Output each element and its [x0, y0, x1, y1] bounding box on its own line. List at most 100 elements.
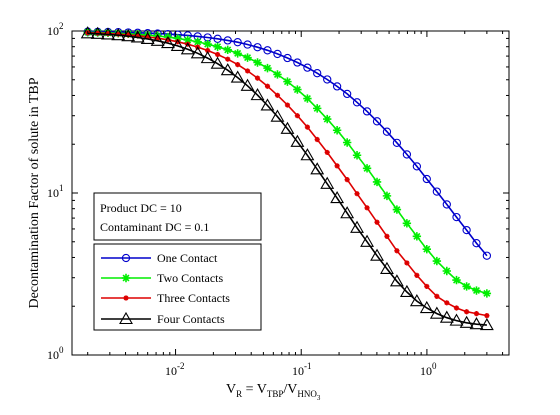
- data-point: [330, 190, 345, 204]
- data-point: [121, 29, 136, 42]
- data-point: [429, 306, 444, 319]
- data-point: [190, 46, 205, 59]
- data-point: [422, 244, 431, 254]
- data-point: [119, 311, 133, 325]
- legend-label: Three Contacts: [157, 291, 230, 305]
- data-point: [80, 26, 95, 39]
- data-point: [442, 200, 451, 209]
- data-point: [303, 94, 312, 103]
- data-point: [432, 256, 442, 266]
- data-point: [464, 309, 470, 315]
- data-point: [130, 30, 145, 43]
- data-point: [469, 317, 484, 330]
- data-point: [140, 31, 155, 45]
- data-point: [223, 45, 232, 55]
- data-point: [200, 51, 215, 64]
- data-point: [402, 219, 412, 228]
- data-point: [170, 38, 185, 51]
- legend: One Contact Two Contacts Three Contacts …: [93, 243, 262, 331]
- data-point: [210, 56, 225, 69]
- y-axis-label: Decontamination Factor of solute in TBP: [27, 77, 42, 308]
- data-point: [354, 191, 360, 197]
- data-point: [243, 53, 252, 62]
- data-point: [123, 295, 129, 301]
- data-point: [273, 49, 282, 59]
- data-point: [183, 35, 192, 45]
- data-point: [264, 83, 271, 89]
- y-tick-labels: 100 101 102: [47, 21, 64, 362]
- data-point: [283, 53, 292, 63]
- data-point: [101, 27, 115, 40]
- data-point: [340, 206, 355, 219]
- x-tick-labels: 10-2 10-1 100: [165, 361, 437, 378]
- data-point: [462, 282, 471, 291]
- data-point: [173, 34, 182, 43]
- data-point: [384, 233, 390, 239]
- data-point: [260, 98, 275, 111]
- data-point: [280, 121, 295, 134]
- data-point: [334, 163, 340, 169]
- data-point: [343, 89, 352, 99]
- data-point: [284, 102, 291, 108]
- data-point: [432, 187, 442, 196]
- legend-label: Four Contacts: [157, 312, 225, 326]
- data-point: [399, 284, 414, 298]
- x-tick-label: 100: [420, 361, 437, 378]
- data-point: [332, 126, 342, 135]
- data-point: [462, 225, 471, 235]
- data-point: [115, 31, 121, 37]
- data-point: [230, 70, 245, 83]
- legend-label: Two Contacts: [157, 271, 223, 285]
- data-point: [444, 300, 450, 306]
- data-point: [472, 286, 481, 295]
- annotation-frame: [93, 192, 262, 241]
- data-point: [253, 43, 262, 52]
- series-layer: [80, 26, 494, 331]
- data-point: [389, 274, 404, 287]
- data-point: [442, 266, 452, 276]
- data-point: [105, 30, 111, 37]
- data-point: [323, 114, 332, 124]
- data-point: [372, 177, 382, 187]
- data-point: [240, 78, 255, 91]
- data-point: [422, 174, 431, 184]
- data-point: [382, 127, 392, 136]
- data-point: [303, 63, 312, 72]
- data-point: [304, 124, 311, 130]
- data-point: [203, 39, 212, 49]
- data-point: [362, 107, 372, 116]
- x-tick-label: 10-1: [292, 361, 312, 378]
- data-point: [263, 46, 272, 55]
- data-point: [293, 58, 302, 67]
- data-point: [243, 40, 252, 49]
- data-point: [310, 162, 325, 175]
- data-point: [111, 28, 126, 41]
- data-point: [220, 63, 235, 76]
- data-point: [479, 317, 494, 331]
- data-point: [213, 42, 222, 51]
- data-point: [344, 176, 350, 183]
- tick-layer: [72, 30, 509, 356]
- legend-samples: [101, 253, 151, 325]
- data-point: [364, 205, 370, 211]
- data-point: [320, 176, 335, 189]
- data-point: [472, 239, 481, 248]
- data-point: [380, 261, 394, 274]
- data-point: [180, 42, 195, 55]
- data-point: [332, 82, 342, 91]
- data-point: [402, 150, 412, 159]
- data-point: [412, 162, 422, 171]
- data-point: [225, 56, 231, 62]
- data-point: [214, 51, 221, 58]
- data-point: [392, 138, 402, 147]
- data-point: [300, 148, 315, 161]
- data-point: [175, 39, 181, 45]
- data-point: [372, 117, 382, 126]
- data-point: [270, 109, 285, 122]
- data-point: [135, 33, 141, 39]
- data-point: [449, 313, 464, 326]
- data-point: [342, 138, 352, 147]
- data-point: [352, 151, 362, 160]
- data-point: [482, 251, 492, 260]
